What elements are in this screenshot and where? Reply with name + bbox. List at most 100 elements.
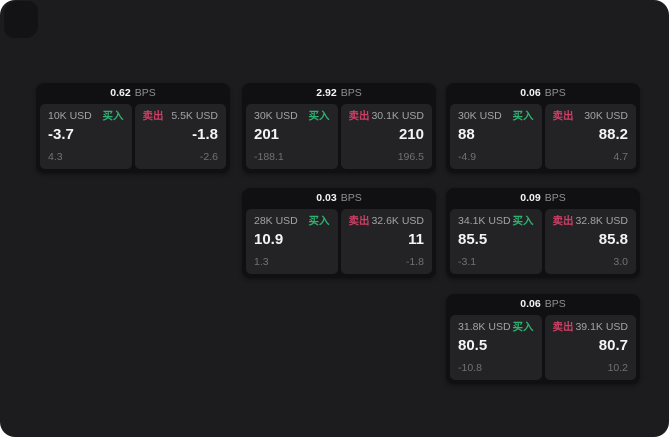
bps-value: 0.06 [520,87,541,99]
buy-price: 80.5 [458,337,488,354]
quote-card[interactable]: 2.92 BPS 30K USD 买入 201 -188.1 卖出 30.1K … [242,83,436,173]
card-header: 0.62 BPS [40,83,226,104]
sell-size: 32.6K USD [371,215,424,227]
sell-delta: 196.5 [397,151,424,163]
bps-value: 0.03 [316,192,337,204]
sell-side-label: 卖出 [348,110,370,122]
quote-panels: 30K USD 买入 201 -188.1 卖出 30.1K USD 210 1… [246,104,432,169]
sell-price: -1.8 [192,126,218,143]
bps-value: 0.06 [520,298,541,310]
buy-price: 88 [458,126,475,143]
buy-side-label: 买入 [308,110,330,122]
sell-side-label: 卖出 [348,215,370,227]
corner-tile-button[interactable] [4,1,38,38]
buy-delta: 1.3 [254,256,269,268]
sell-delta: -1.8 [405,256,424,268]
buy-price: -3.7 [48,126,74,143]
quote-card[interactable]: 0.06 BPS 31.8K USD 买入 80.5 -10.8 卖出 39.1… [446,294,640,384]
card-header: 0.06 BPS [450,83,636,104]
buy-size: 31.8K USD [458,321,511,333]
buy-price: 10.9 [254,231,284,248]
quote-card[interactable]: 0.06 BPS 30K USD 买入 88 -4.9 卖出 30K USD 8… [446,83,640,173]
buy-panel-header: 34.1K USD 买入 [458,215,534,228]
sell-size: 30K USD [584,110,628,122]
sell-size: 39.1K USD [575,321,628,333]
quote-panels: 31.8K USD 买入 80.5 -10.8 卖出 39.1K USD 80.… [450,315,636,380]
buy-panel[interactable]: 31.8K USD 买入 80.5 -10.8 [450,315,542,380]
bps-value: 2.92 [316,87,337,99]
sell-size: 5.5K USD [171,110,218,122]
buy-panel[interactable]: 10K USD 买入 -3.7 4.3 [40,104,132,169]
sell-panel[interactable]: 卖出 32.6K USD 11 -1.8 [340,209,432,274]
sell-delta: 4.7 [613,151,628,163]
sell-panel-header: 卖出 30K USD [553,110,629,123]
buy-price: 201 [254,126,280,143]
buy-price: 85.5 [458,231,488,248]
sell-panel[interactable]: 卖出 32.8K USD 85.8 3.0 [544,209,636,274]
sell-panel-header: 卖出 32.6K USD [349,215,425,228]
buy-delta: -4.9 [458,151,477,163]
sell-delta: 3.0 [613,256,628,268]
bps-value: 0.62 [110,87,131,99]
buy-panel-header: 31.8K USD 买入 [458,321,534,334]
quote-card[interactable]: 0.62 BPS 10K USD 买入 -3.7 4.3 卖出 5.5K USD… [36,83,230,173]
buy-size: 34.1K USD [458,215,511,227]
quote-card[interactable]: 0.03 BPS 28K USD 买入 10.9 1.3 卖出 32.6K US… [242,188,436,278]
card-header: 0.06 BPS [450,294,636,315]
sell-price: 88.2 [598,126,628,143]
buy-delta: -10.8 [458,362,482,374]
buy-panel[interactable]: 28K USD 买入 10.9 1.3 [246,209,338,274]
sell-size: 30.1K USD [371,110,424,122]
bps-unit-label: BPS [544,298,566,310]
buy-delta: 4.3 [48,151,63,163]
bps-unit-label: BPS [544,87,566,99]
buy-side-label: 买入 [512,215,534,227]
buy-panel[interactable]: 30K USD 买入 201 -188.1 [246,104,338,169]
sell-price: 85.8 [598,231,628,248]
buy-delta: -188.1 [254,151,284,163]
sell-panel[interactable]: 卖出 5.5K USD -1.8 -2.6 [134,104,226,169]
buy-panel-header: 10K USD 买入 [48,110,124,123]
buy-side-label: 买入 [308,215,330,227]
sell-panel-header: 卖出 32.8K USD [553,215,629,228]
bps-value: 0.09 [520,192,541,204]
bps-unit-label: BPS [544,192,566,204]
buy-side-label: 买入 [512,110,534,122]
buy-delta: -3.1 [458,256,477,268]
quote-panels: 34.1K USD 买入 85.5 -3.1 卖出 32.8K USD 85.8… [450,209,636,274]
sell-panel[interactable]: 卖出 30.1K USD 210 196.5 [340,104,432,169]
buy-panel[interactable]: 30K USD 买入 88 -4.9 [450,104,542,169]
bps-unit-label: BPS [340,192,362,204]
quote-card[interactable]: 0.09 BPS 34.1K USD 买入 85.5 -3.1 卖出 32.8K… [446,188,640,278]
sell-panel[interactable]: 卖出 30K USD 88.2 4.7 [544,104,636,169]
sell-panel-header: 卖出 39.1K USD [553,321,629,334]
sell-delta: 10.2 [607,362,628,374]
sell-delta: -2.6 [199,151,218,163]
quote-panels: 28K USD 买入 10.9 1.3 卖出 32.6K USD 11 -1.8 [246,209,432,274]
bps-unit-label: BPS [340,87,362,99]
sell-panel-header: 卖出 5.5K USD [143,110,219,123]
card-header: 0.03 BPS [246,188,432,209]
card-header: 0.09 BPS [450,188,636,209]
buy-size: 30K USD [254,110,298,122]
sell-panel[interactable]: 卖出 39.1K USD 80.7 10.2 [544,315,636,380]
buy-panel-header: 30K USD 买入 [458,110,534,123]
sell-size: 32.8K USD [575,215,628,227]
quote-panels: 30K USD 买入 88 -4.9 卖出 30K USD 88.2 4.7 [450,104,636,169]
sell-side-label: 卖出 [552,110,574,122]
card-header: 2.92 BPS [246,83,432,104]
buy-panel-header: 30K USD 买入 [254,110,330,123]
sell-side-label: 卖出 [552,215,574,227]
buy-size: 10K USD [48,110,92,122]
bps-unit-label: BPS [134,87,156,99]
buy-size: 28K USD [254,215,298,227]
sell-panel-header: 卖出 30.1K USD [349,110,425,123]
buy-side-label: 买入 [512,321,534,333]
sell-price: 80.7 [598,337,628,354]
buy-panel[interactable]: 34.1K USD 买入 85.5 -3.1 [450,209,542,274]
buy-side-label: 买入 [102,110,124,122]
sell-side-label: 卖出 [552,321,574,333]
buy-size: 30K USD [458,110,502,122]
